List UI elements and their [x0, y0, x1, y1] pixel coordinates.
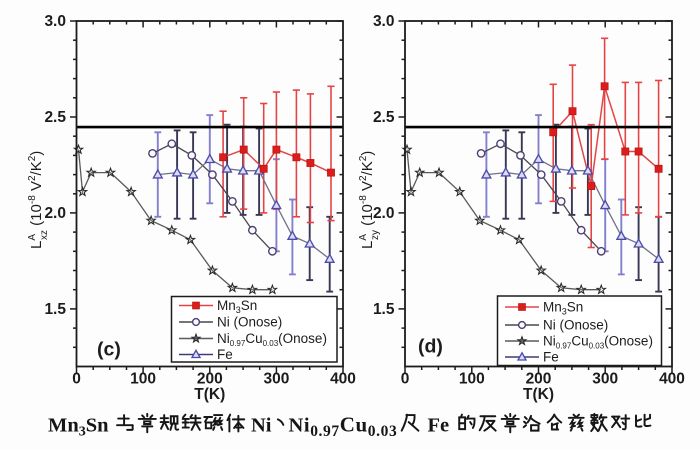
svg-text:400: 400: [659, 371, 685, 388]
svg-text:(c): (c): [97, 339, 121, 361]
svg-text:LAzy (10-8 V2/K2): LAzy (10-8 V2/K2): [358, 151, 381, 249]
svg-text:2.0: 2.0: [373, 205, 395, 222]
svg-text:Ni (Onose): Ni (Onose): [217, 315, 282, 330]
svg-text:Ni0.97Cu0.03(Onose): Ni0.97Cu0.03(Onose): [543, 334, 653, 351]
svg-text:LAxz (10-8 V2/K2): LAxz (10-8 V2/K2): [27, 151, 50, 249]
svg-text:T(K): T(K): [194, 386, 225, 403]
svg-text:400: 400: [330, 371, 356, 388]
svg-text:0: 0: [401, 371, 410, 388]
svg-text:T(K): T(K): [523, 386, 554, 403]
svg-text:0: 0: [72, 371, 81, 388]
svg-text:Fe: Fe: [543, 350, 559, 365]
svg-text:100: 100: [130, 371, 156, 388]
svg-text:Fe: Fe: [217, 347, 233, 362]
svg-text:1.5: 1.5: [373, 301, 395, 318]
svg-text:200: 200: [526, 371, 552, 388]
svg-text:1.5: 1.5: [44, 301, 66, 318]
svg-text:3.0: 3.0: [373, 13, 395, 30]
svg-text:Fe: Fe: [428, 414, 450, 436]
svg-text:(d): (d): [418, 336, 443, 358]
svg-text:Mn3Sn: Mn3Sn: [217, 298, 257, 315]
svg-text:3.0: 3.0: [44, 13, 66, 30]
svg-text:300: 300: [263, 371, 289, 388]
svg-text:Mn3Sn: Mn3Sn: [48, 414, 109, 439]
svg-text:Ni (Onose): Ni (Onose): [543, 318, 608, 333]
svg-text:Ni: Ni: [251, 414, 272, 436]
svg-text:2.0: 2.0: [44, 205, 66, 222]
svg-text:2.5: 2.5: [373, 109, 395, 126]
svg-text:2.5: 2.5: [44, 109, 66, 126]
svg-text:200: 200: [197, 371, 223, 388]
svg-text:Ni0.97Cu0.03(Onose): Ni0.97Cu0.03(Onose): [217, 331, 327, 348]
svg-text:100: 100: [459, 371, 485, 388]
svg-text:300: 300: [592, 371, 618, 388]
svg-text:Mn3Sn: Mn3Sn: [543, 300, 583, 317]
